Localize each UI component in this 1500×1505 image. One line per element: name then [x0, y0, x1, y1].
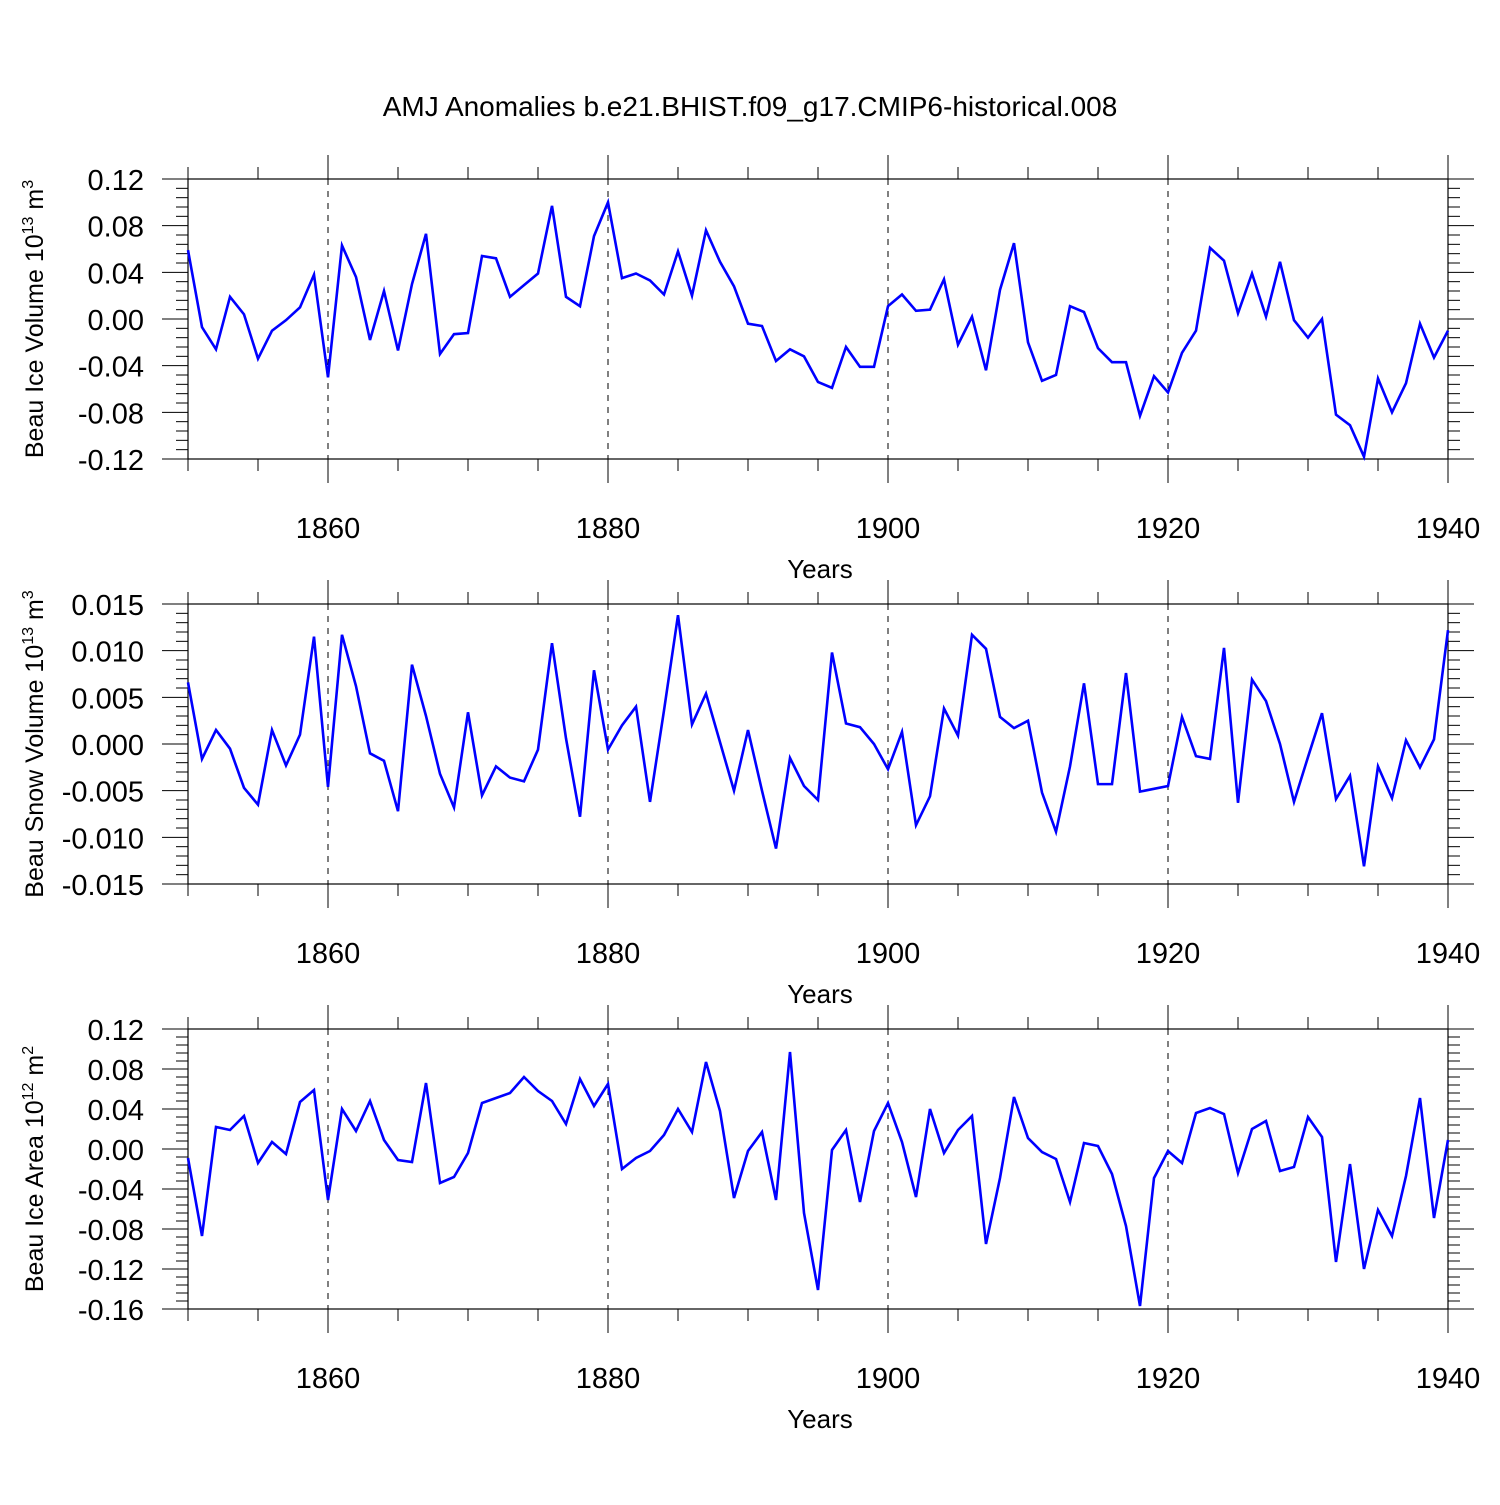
y-axis-label-superscript: 12 — [20, 1082, 37, 1100]
y-axis-label-part: Beau Ice Area 10 — [21, 1100, 49, 1292]
x-tick-label: 1900 — [856, 938, 921, 970]
y-tick-label: 0.08 — [88, 212, 144, 244]
y-axis-label: Beau Ice Volume 1013 m3 — [20, 180, 49, 458]
x-axis-label: Years — [787, 979, 853, 1009]
plot-frame — [187, 178, 1449, 460]
x-tick-label: 1920 — [1136, 513, 1201, 545]
panel-1: 0.12 0.08 0.04 0.00 -0.04 -0.08 -0.12 1860 1880 1… — [20, 155, 1480, 584]
x-tick-label: 1860 — [296, 513, 361, 545]
y-tick-label: -0.12 — [78, 445, 144, 477]
plot-frame — [187, 603, 1449, 885]
x-tick-label: 1880 — [576, 1363, 641, 1395]
chart-title: AMJ Anomalies b.e21.BHIST.f09_g17.CMIP6-… — [383, 91, 1118, 122]
y-axis-label-part: m — [21, 1055, 49, 1083]
x-tick-label: 1880 — [576, 938, 641, 970]
y-tick-label: 0.010 — [71, 637, 144, 669]
y-tick-label: 0.04 — [88, 1095, 144, 1127]
y-tick-label: -0.16 — [78, 1295, 144, 1327]
x-tick-label: 1940 — [1416, 938, 1481, 970]
y-tick-label: -0.005 — [62, 777, 144, 809]
y-axis-label-superscript: 3 — [20, 180, 37, 189]
x-axis-label: Years — [787, 1404, 853, 1434]
plot-frame — [187, 1028, 1449, 1310]
x-tick-label: 1900 — [856, 513, 921, 545]
y-axis-label: Beau Ice Area 1012 m2 — [20, 1046, 49, 1292]
y-tick-label: -0.12 — [78, 1255, 144, 1287]
y-tick-label: 0.00 — [88, 305, 144, 337]
x-tick-label: 1880 — [576, 513, 641, 545]
y-axis-label-superscript: 2 — [20, 1046, 37, 1055]
y-axis-label-superscript: 13 — [20, 216, 37, 234]
x-axis-label: Years — [787, 554, 853, 584]
y-axis-label-part: m — [21, 189, 49, 217]
y-axis-label-superscript: 3 — [20, 590, 37, 599]
panel-3: 0.12 0.08 0.04 0.00 -0.04 -0.08 -0.12 -0.16 1860… — [20, 1005, 1480, 1434]
y-tick-label: 0.005 — [71, 683, 144, 715]
y-axis-label-part: Beau Ice Volume 10 — [21, 234, 49, 458]
y-tick-label: -0.04 — [78, 352, 144, 384]
y-tick-label: 0.12 — [88, 165, 144, 197]
x-tick-label: 1900 — [856, 1363, 921, 1395]
y-axis-label-part: Beau Snow Volume 10 — [21, 645, 49, 898]
y-axis-label-superscript: 13 — [20, 627, 37, 645]
y-tick-label: -0.08 — [78, 398, 144, 430]
panel-2: 0.015 0.010 0.005 0.000 -0.005 -0.010 -0.015 18… — [20, 580, 1480, 1009]
y-tick-label: 0.015 — [71, 590, 144, 622]
y-tick-label: 0.12 — [88, 1015, 144, 1047]
series-line — [186, 615, 1450, 867]
y-tick-label: 0.000 — [71, 730, 144, 762]
y-tick-label: -0.08 — [78, 1215, 144, 1247]
series-line — [186, 1051, 1450, 1307]
series-line — [186, 197, 1450, 462]
y-tick-label: -0.010 — [62, 823, 144, 855]
x-tick-label: 1860 — [296, 1363, 361, 1395]
y-tick-label: 0.08 — [88, 1055, 144, 1087]
x-tick-label: 1940 — [1416, 513, 1481, 545]
x-tick-label: 1920 — [1136, 938, 1201, 970]
y-axis-label: Beau Snow Volume 1013 m3 — [20, 590, 49, 898]
x-tick-label: 1860 — [296, 938, 361, 970]
x-tick-label: 1940 — [1416, 1363, 1481, 1395]
y-tick-label: 0.00 — [88, 1135, 144, 1167]
y-axis-label-part: m — [21, 599, 49, 627]
y-tick-label: 0.04 — [88, 258, 144, 290]
y-tick-label: -0.04 — [78, 1175, 144, 1207]
x-tick-label: 1920 — [1136, 1363, 1201, 1395]
y-tick-label: -0.015 — [62, 870, 144, 902]
